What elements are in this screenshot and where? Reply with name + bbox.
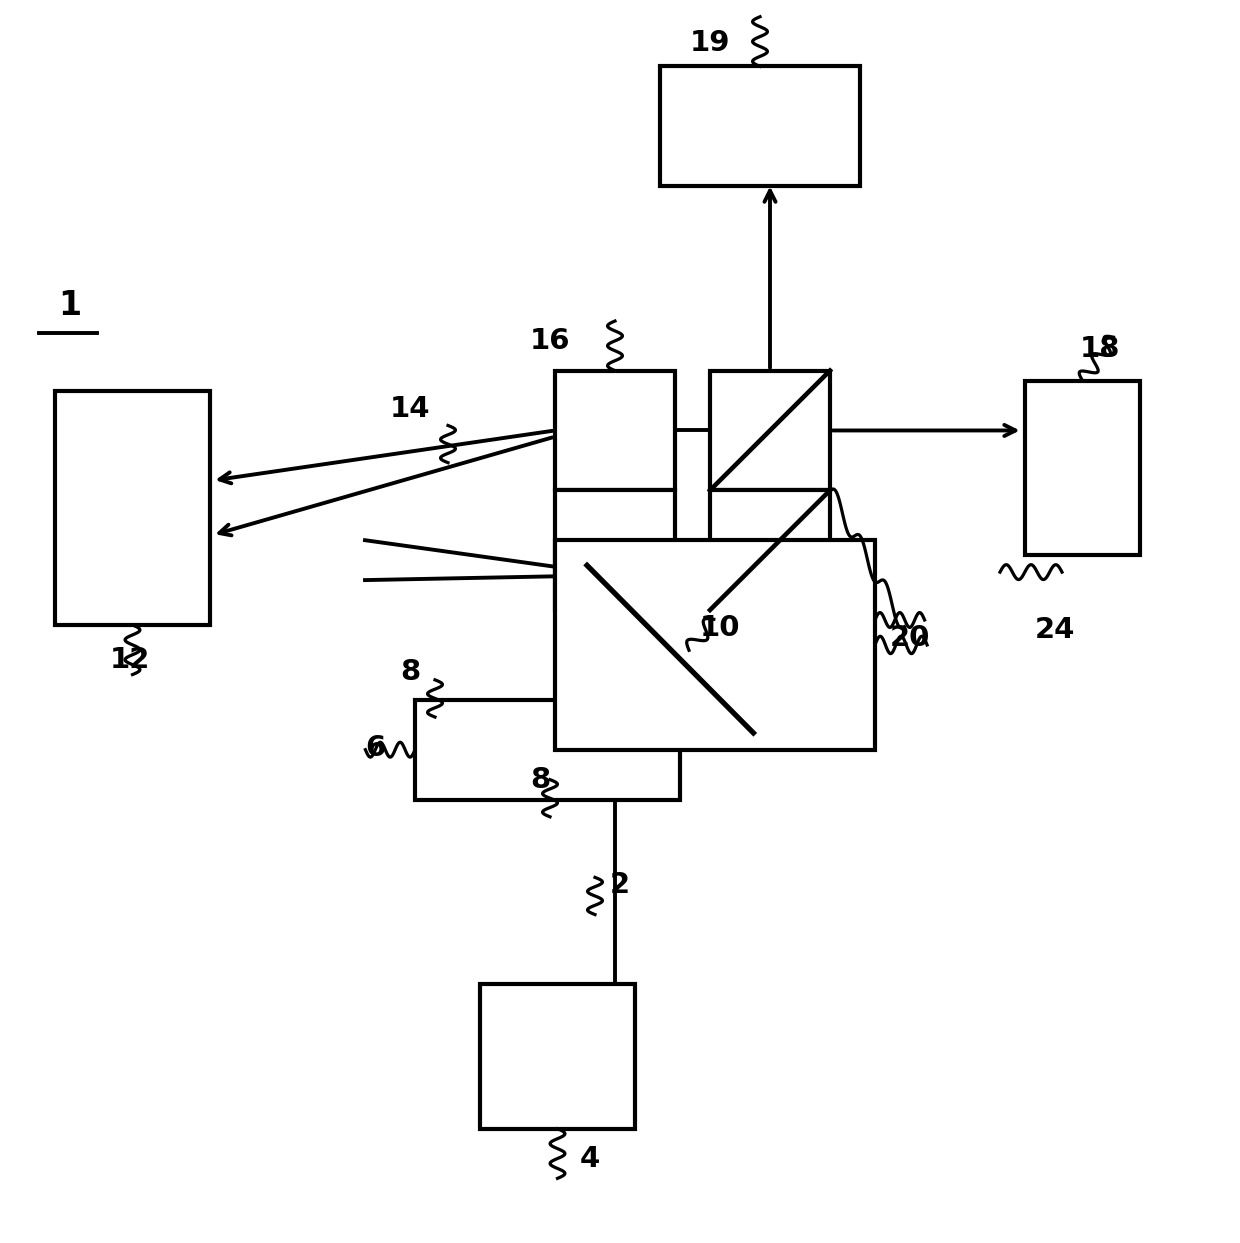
Text: 2: 2 [610, 871, 630, 900]
Text: 12: 12 [110, 646, 150, 674]
Text: 4: 4 [580, 1145, 600, 1172]
Text: 6: 6 [365, 733, 386, 762]
Text: 8: 8 [529, 766, 551, 793]
Text: 20: 20 [890, 624, 930, 653]
Bar [1025, 380, 1140, 556]
Bar [556, 370, 675, 490]
Text: 10: 10 [699, 614, 740, 641]
Bar [556, 490, 675, 610]
Bar [415, 700, 680, 799]
Bar [556, 541, 875, 750]
Text: 14: 14 [389, 394, 430, 423]
Bar [660, 66, 861, 186]
Bar [480, 984, 635, 1129]
Bar [711, 490, 830, 610]
Text: 19: 19 [689, 30, 730, 57]
Bar [55, 390, 210, 625]
Text: 24: 24 [1035, 617, 1075, 644]
Bar [711, 370, 830, 490]
Text: 8: 8 [401, 658, 420, 686]
Text: 18: 18 [1080, 334, 1120, 363]
Text: 1: 1 [58, 290, 82, 322]
Text: 16: 16 [529, 327, 570, 354]
